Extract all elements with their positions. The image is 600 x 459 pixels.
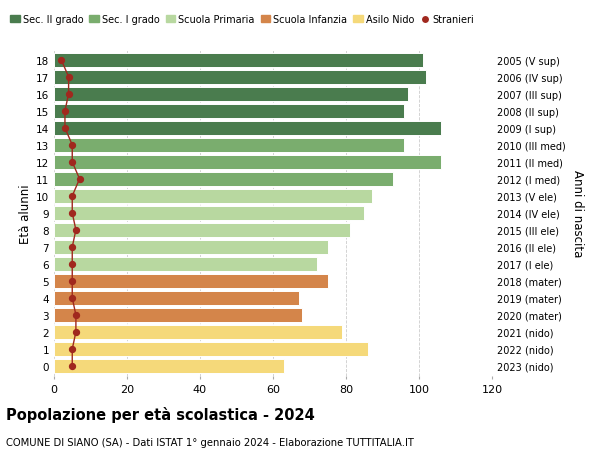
Point: [67, 244, 77, 251]
Point: [67, 159, 77, 166]
Bar: [54, 308, 302, 322]
Point: [60, 125, 70, 132]
Legend: Sec. II grado, Sec. I grado, Scuola Primaria, Scuola Infanzia, Asilo Nido, Stran: Sec. II grado, Sec. I grado, Scuola Prim…: [7, 11, 478, 29]
Point: [67, 363, 77, 370]
Bar: [54, 71, 426, 84]
Bar: [54, 173, 394, 186]
Bar: [54, 88, 408, 101]
Bar: [54, 207, 364, 220]
Point: [67, 193, 77, 200]
Point: [71, 312, 81, 319]
Point: [71, 329, 81, 336]
Bar: [54, 105, 404, 118]
Bar: [54, 359, 284, 373]
Point: [64, 74, 73, 81]
Bar: [54, 139, 404, 152]
Bar: [54, 156, 441, 169]
Bar: [54, 224, 350, 237]
Point: [67, 142, 77, 149]
Point: [56, 57, 66, 64]
Bar: [54, 241, 328, 254]
Text: COMUNE DI SIANO (SA) - Dati ISTAT 1° gennaio 2024 - Elaborazione TUTTITALIA.IT: COMUNE DI SIANO (SA) - Dati ISTAT 1° gen…: [6, 437, 414, 447]
Bar: [54, 274, 328, 288]
Bar: [54, 122, 441, 135]
Bar: [54, 291, 299, 305]
Bar: [54, 257, 317, 271]
Point: [67, 295, 77, 302]
Y-axis label: Età alunni: Età alunni: [19, 184, 32, 243]
Text: Popolazione per età scolastica - 2024: Popolazione per età scolastica - 2024: [6, 406, 315, 422]
Point: [67, 210, 77, 217]
Y-axis label: Anni di nascita: Anni di nascita: [571, 170, 584, 257]
Bar: [54, 325, 343, 339]
Bar: [54, 190, 371, 203]
Point: [67, 278, 77, 285]
Point: [71, 227, 81, 234]
Point: [67, 261, 77, 268]
Point: [67, 346, 77, 353]
Bar: [54, 54, 422, 67]
Bar: [54, 342, 368, 356]
Point: [64, 91, 73, 98]
Point: [60, 108, 70, 115]
Point: [75, 176, 85, 183]
